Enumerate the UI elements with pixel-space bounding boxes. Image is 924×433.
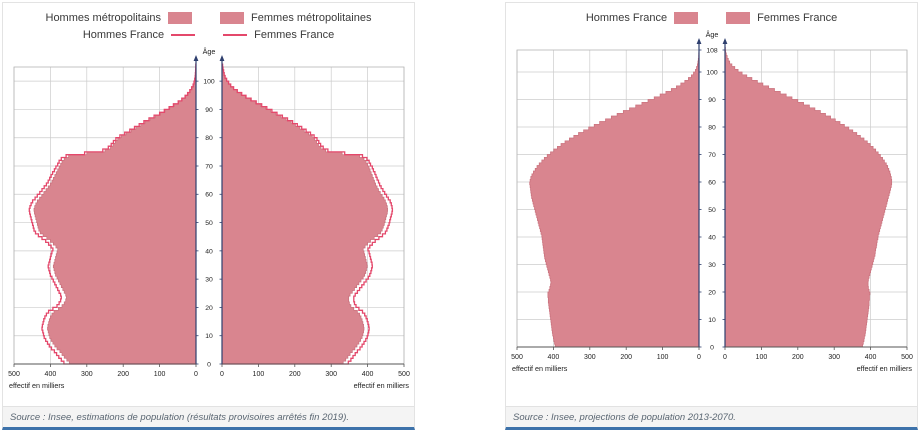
- svg-text:0: 0: [697, 354, 701, 361]
- svg-text:60: 60: [205, 192, 213, 199]
- legend-item-hommes-france: Hommes France: [585, 12, 699, 24]
- svg-text:100: 100: [755, 354, 767, 361]
- svg-text:100: 100: [656, 354, 668, 361]
- population-pyramid-projections: 0 0 100 100 200 200 300 300 400 400 500 500 0 10 20 30 4…: [511, 30, 913, 373]
- legend-item-femmes-france: Femmes France: [223, 29, 334, 41]
- svg-text:effectif en milliers: effectif en milliers: [856, 364, 912, 373]
- svg-text:100: 100: [252, 371, 264, 378]
- svg-text:effectif en milliers: effectif en milliers: [9, 381, 65, 390]
- svg-text:60: 60: [708, 179, 716, 186]
- legend-row-lines: Hommes France Femmes France: [83, 29, 334, 41]
- legend-item-hommes-metropolitains: Hommes métropolitains: [46, 12, 193, 24]
- svg-text:50: 50: [205, 220, 213, 227]
- population-pyramid-estimations: 0 0 100 100 200 200 300 300 400 400 500 500 0 10 20 30 4…: [8, 47, 410, 390]
- svg-text:Âge: Âge: [202, 47, 215, 56]
- svg-text:400: 400: [547, 354, 559, 361]
- svg-text:300: 300: [325, 371, 337, 378]
- pyramid-card-projections: Hommes France Femmes France 0 0 100 100 200 2…: [505, 2, 918, 430]
- svg-text:400: 400: [44, 371, 56, 378]
- svg-text:108: 108: [706, 47, 718, 54]
- legend-row-fills: Hommes métropolitains Femmes métropolita…: [46, 12, 371, 24]
- legend-label: Femmes France: [254, 29, 335, 41]
- svg-text:effectif en milliers: effectif en milliers: [353, 381, 409, 390]
- svg-text:200: 200: [288, 371, 300, 378]
- svg-text:300: 300: [80, 371, 92, 378]
- svg-text:0: 0: [220, 371, 224, 378]
- svg-text:0: 0: [207, 361, 211, 368]
- svg-text:100: 100: [153, 371, 165, 378]
- svg-text:0: 0: [723, 354, 727, 361]
- legend-label: Hommes France: [585, 12, 668, 24]
- svg-text:0: 0: [194, 371, 198, 378]
- svg-text:70: 70: [205, 163, 213, 170]
- svg-text:500: 500: [8, 371, 20, 378]
- svg-text:100: 100: [706, 69, 718, 76]
- svg-text:10: 10: [205, 333, 213, 340]
- legend-label: Hommes France: [82, 29, 165, 41]
- svg-text:80: 80: [708, 124, 716, 131]
- svg-text:10: 10: [708, 317, 716, 324]
- legend-label: Femmes métropolitaines: [251, 12, 372, 24]
- source-note: Source : Insee, projections de populatio…: [506, 406, 917, 427]
- source-note: Source : Insee, estimations de populatio…: [3, 406, 414, 427]
- legend-swatch-fill-icon: [674, 12, 699, 24]
- svg-text:200: 200: [117, 371, 129, 378]
- svg-text:100: 100: [203, 79, 215, 86]
- svg-text:200: 200: [791, 354, 803, 361]
- legend-swatch-line-icon: [223, 34, 248, 36]
- svg-text:effectif en milliers: effectif en milliers: [512, 364, 568, 373]
- svg-text:500: 500: [398, 371, 410, 378]
- svg-text:500: 500: [511, 354, 523, 361]
- svg-text:40: 40: [708, 234, 716, 241]
- legend-swatch-fill-icon: [220, 12, 245, 24]
- pyramid-card-estimations: Hommes métropolitains Femmes métropolita…: [2, 2, 415, 430]
- svg-text:400: 400: [361, 371, 373, 378]
- legend-label: Hommes métropolitains: [45, 12, 162, 24]
- legend-item-femmes-france: Femmes France: [726, 12, 837, 24]
- legend-left: Hommes métropolitains Femmes métropolita…: [3, 3, 414, 43]
- svg-text:200: 200: [620, 354, 632, 361]
- legend-swatch-fill-icon: [168, 12, 193, 24]
- legend-right: Hommes France Femmes France: [506, 3, 917, 26]
- svg-text:50: 50: [708, 207, 716, 214]
- legend-swatch-line-icon: [171, 34, 196, 36]
- svg-text:40: 40: [205, 248, 213, 255]
- svg-text:90: 90: [708, 97, 716, 104]
- svg-text:80: 80: [205, 135, 213, 142]
- svg-text:90: 90: [205, 107, 213, 114]
- svg-text:30: 30: [708, 262, 716, 269]
- legend-label: Femmes France: [757, 12, 838, 24]
- svg-text:70: 70: [708, 152, 716, 159]
- legend-row-fills: Hommes France Femmes France: [586, 12, 837, 24]
- svg-text:300: 300: [828, 354, 840, 361]
- svg-text:300: 300: [583, 354, 595, 361]
- svg-text:500: 500: [901, 354, 913, 361]
- legend-swatch-fill-icon: [726, 12, 751, 24]
- svg-text:Âge: Âge: [705, 30, 718, 39]
- svg-text:30: 30: [205, 277, 213, 284]
- svg-text:400: 400: [864, 354, 876, 361]
- svg-text:20: 20: [205, 305, 213, 312]
- legend-item-hommes-france: Hommes France: [82, 29, 196, 41]
- svg-text:20: 20: [708, 289, 716, 296]
- svg-text:0: 0: [710, 344, 714, 351]
- legend-item-femmes-metropolitaines: Femmes métropolitaines: [220, 12, 371, 24]
